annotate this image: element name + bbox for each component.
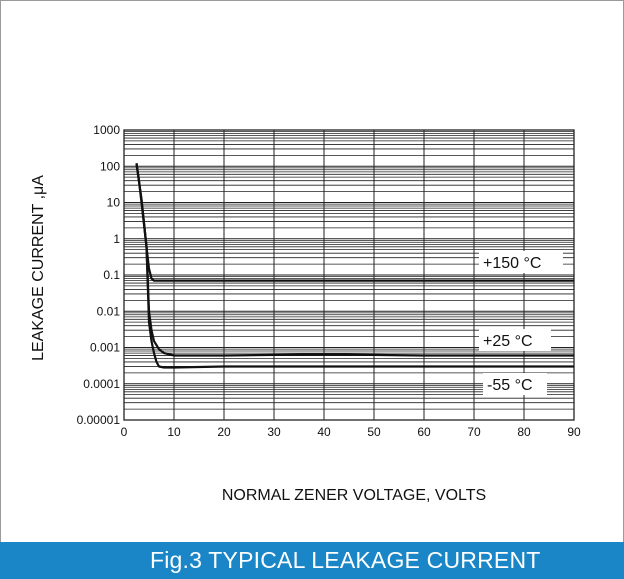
chart-area: 0.00001 0.0001 0.001 0.01 0.1 1 10 100 1000 0 10 20… (30, 123, 581, 504)
tick-labels: 0.00001 0.0001 0.001 0.01 0.1 1 10 100 1000 0 10 20… (77, 123, 581, 439)
x-tick-label: 80 (517, 425, 531, 439)
y-tick-label: 0.1 (103, 268, 120, 282)
x-axis-label: NORMAL ZENER VOLTAGE, VOLTS (222, 487, 486, 504)
curve-label-bg (479, 251, 563, 273)
x-tick-label: 0 (121, 425, 128, 439)
x-tick-label: 10 (167, 425, 181, 439)
curves (135, 163, 574, 369)
curve-labels: +150 °C +25 °C -55 °C (479, 251, 563, 395)
curve-label: +150 °C (483, 255, 541, 272)
leakage-current-chart: 0.00001 0.0001 0.001 0.01 0.1 1 10 100 1000 0 10 20… (30, 123, 581, 504)
y-tick-label: 0.0001 (83, 377, 120, 391)
y-tick-label: 100 (100, 159, 120, 173)
y-axis-label: LEAKAGE CURRENT ,μA (30, 175, 47, 361)
x-tick-label: 60 (417, 425, 431, 439)
curve-label-bg (483, 373, 547, 395)
x-tick-label: 30 (267, 425, 281, 439)
x-tick-label: 20 (217, 425, 231, 439)
y-tick-label: 0.00001 (77, 413, 121, 427)
x-tick-label: 40 (317, 425, 331, 439)
curve-label-bg (479, 329, 551, 351)
curve-label: -55 °C (487, 377, 533, 394)
y-tick-label: 1000 (93, 123, 120, 137)
x-tick-label: 50 (367, 425, 381, 439)
y-tick-label: 10 (107, 196, 121, 210)
figure-caption: Fig.3 TYPICAL LEAKAGE CURRENT (0, 542, 624, 579)
y-tick-label: 0.001 (90, 341, 120, 355)
curve-series-2 (135, 163, 574, 369)
x-tick-label: 70 (467, 425, 481, 439)
curve-label: +25 °C (483, 333, 533, 350)
y-tick-label: 0.01 (97, 304, 121, 318)
x-tick-label: 90 (567, 425, 581, 439)
y-tick-label: 1 (113, 232, 120, 246)
